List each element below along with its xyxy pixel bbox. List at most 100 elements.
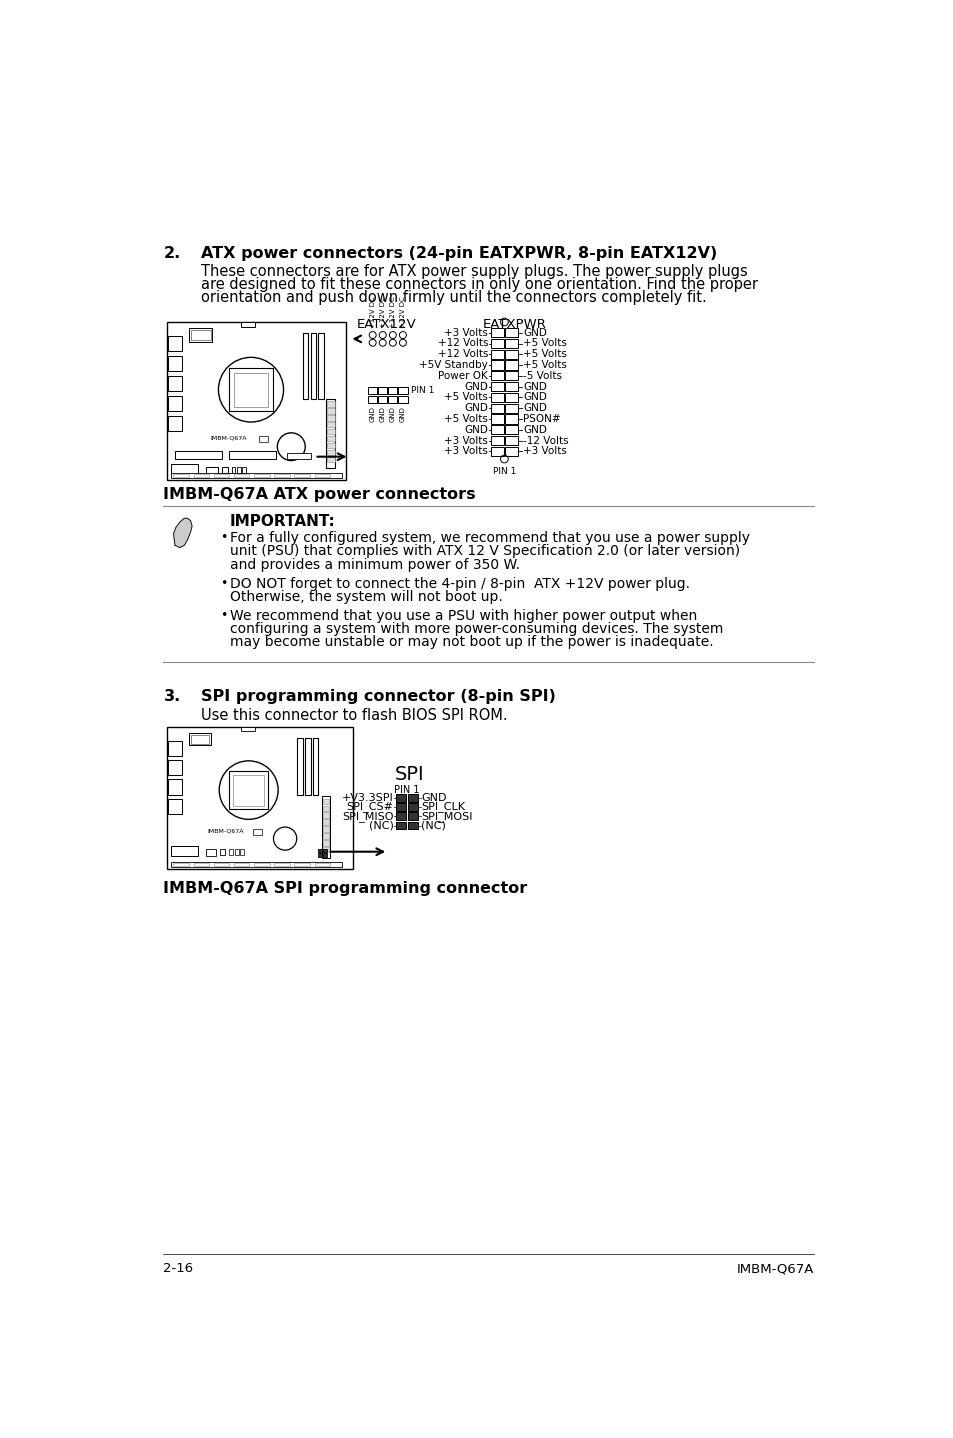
Bar [168,779,182,795]
Text: +5 Volts: +5 Volts [444,414,488,424]
Bar [240,848,244,854]
Bar [397,387,407,394]
Bar [167,322,345,480]
Bar [491,414,503,424]
Bar [491,361,503,370]
Bar [505,371,517,381]
Text: may become unstable or may not boot up if the power is inadequate.: may become unstable or may not boot up i… [230,636,713,650]
Text: 2-16: 2-16 [163,1263,193,1276]
Text: GND: GND [464,424,488,434]
Bar [191,329,211,341]
Bar [220,848,225,854]
Text: (NC): (NC) [421,821,446,831]
Bar [193,863,209,866]
Bar [395,812,406,820]
Bar [377,395,387,403]
Bar [189,328,212,342]
Bar [229,452,275,459]
Bar [294,475,310,477]
Bar [327,436,335,441]
Bar [388,387,397,394]
Bar [327,457,335,462]
Bar [171,847,198,856]
Text: These connectors are for ATX power supply plugs. The power supply plugs: These connectors are for ATX power suppl… [200,265,746,279]
Bar [253,828,261,835]
Text: SPI_CLK: SPI_CLK [421,801,465,812]
Bar [323,827,329,831]
Bar [491,328,503,338]
Bar [236,467,241,473]
Text: +5 Volts: +5 Volts [522,338,566,348]
Bar [233,775,264,805]
Text: 3.: 3. [163,689,180,705]
Text: GND: GND [522,381,546,391]
Bar [258,436,268,441]
Bar [491,447,503,456]
Text: GND: GND [379,406,385,421]
Text: +12V DC: +12V DC [369,296,375,328]
Bar [314,475,330,477]
Text: For a fully configured system, we recommend that you use a power supply: For a fully configured system, we recomm… [230,532,749,545]
Text: IMBM-Q67A SPI programming connector: IMBM-Q67A SPI programming connector [163,881,527,896]
Bar [323,798,329,804]
Bar [395,821,406,830]
Text: +5 Volts: +5 Volts [522,349,566,360]
Text: and provides a minimum power of 350 W.: and provides a minimum power of 350 W. [230,558,519,571]
Bar [368,395,377,403]
Bar [318,848,322,853]
Bar [491,393,503,403]
Text: +5 Volts: +5 Volts [522,360,566,370]
Bar [505,436,517,446]
Bar [327,401,335,407]
Text: +5 Volts: +5 Volts [444,393,488,403]
Bar [491,404,503,413]
Bar [229,848,233,854]
Bar [327,421,335,427]
Text: GND: GND [421,792,447,802]
Bar [395,794,406,801]
Text: Use this connector to flash BIOS SPI ROM.: Use this connector to flash BIOS SPI ROM… [200,707,507,723]
Text: GND: GND [464,403,488,413]
Bar [174,452,221,459]
Text: SPI_MOSI: SPI_MOSI [421,811,473,821]
Bar [171,473,341,479]
Bar [323,805,329,811]
Bar [388,395,397,403]
Text: +12 Volts: +12 Volts [437,349,488,360]
Bar [407,804,417,811]
Text: •: • [220,610,227,623]
Text: GND: GND [369,406,375,421]
Text: +3 Volts: +3 Volts [444,446,488,456]
Text: SPI: SPI [395,765,424,785]
Bar [233,475,249,477]
Bar [395,804,406,811]
Text: (NC): (NC) [369,821,394,831]
Text: •: • [220,532,227,545]
Bar [241,728,254,731]
Bar [323,853,327,857]
Text: GND: GND [522,403,546,413]
Bar [505,426,517,434]
Bar [505,404,517,413]
Bar [167,728,353,870]
Bar [505,339,517,348]
Text: We recommend that you use a PSU with higher power output when: We recommend that you use a PSU with hig… [230,610,697,623]
Bar [233,372,268,407]
Bar [303,334,308,398]
Bar [168,798,182,814]
Bar [232,467,235,473]
Bar [327,408,335,414]
Bar [505,383,517,391]
Text: IMBM-Q67A: IMBM-Q67A [210,436,246,441]
Text: IMBM-Q67A ATX power connectors: IMBM-Q67A ATX power connectors [163,487,476,502]
Bar [505,361,517,370]
Text: PIN 1: PIN 1 [394,785,419,795]
Bar [168,336,182,351]
Text: +12V DC: +12V DC [390,296,395,328]
Bar [323,812,329,818]
Bar [323,833,329,838]
Bar [505,393,517,403]
Bar [193,475,209,477]
Bar [274,475,290,477]
Bar [253,863,270,866]
